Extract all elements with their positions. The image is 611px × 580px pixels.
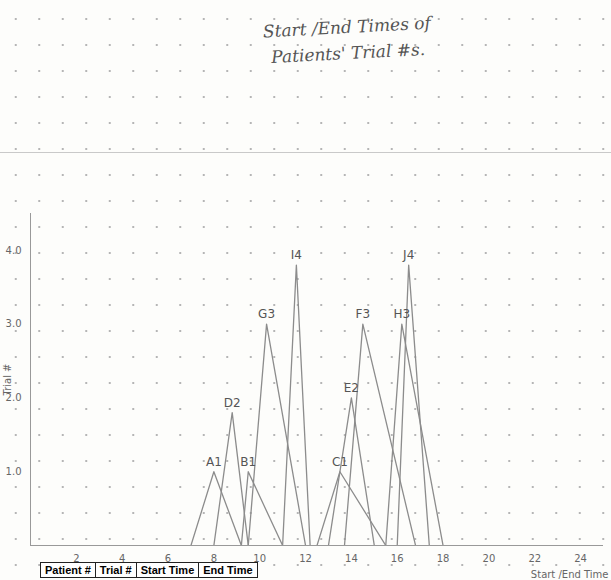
svg-text:4.0: 4.0 — [6, 245, 22, 256]
svg-text:2.0: 2.0 — [5, 392, 22, 404]
svg-text:1.0: 1.0 — [6, 466, 22, 477]
svg-text:G3: G3 — [258, 307, 275, 321]
svg-text:22: 22 — [528, 553, 541, 564]
html-text:Trial #: Trial # — [99, 564, 132, 576]
svg-text:14: 14 — [345, 553, 358, 564]
svg-text:C1: C1 — [332, 455, 348, 469]
svg-text:6: 6 — [164, 552, 172, 564]
svg-text:Trial #: Trial # — [2, 364, 13, 397]
svg-text:Start /End Time: Start /End Time — [531, 569, 609, 580]
svg-text:D2: D2 — [224, 396, 241, 410]
svg-text:10: 10 — [253, 552, 267, 564]
html-text:Start Time: Start Time — [140, 564, 195, 576]
svg-text:H3: H3 — [393, 307, 410, 321]
svg-text:2: 2 — [73, 552, 80, 564]
html-text:Patient #: Patient # — [45, 564, 91, 576]
svg-text:E2: E2 — [344, 381, 359, 395]
svg-text:J4: J4 — [402, 248, 414, 262]
svg-text:4: 4 — [119, 552, 126, 564]
svg-text:8: 8 — [210, 552, 217, 564]
svg-text:I4: I4 — [291, 248, 302, 262]
svg-text:16: 16 — [391, 553, 404, 564]
svg-text:24: 24 — [574, 553, 587, 564]
svg-text:A1: A1 — [206, 455, 222, 469]
svg-text:12: 12 — [299, 553, 312, 564]
svg-text:B1: B1 — [240, 455, 256, 469]
html-text:End Time: End Time — [203, 564, 253, 576]
svg-text:3.0: 3.0 — [6, 318, 22, 329]
html-text:Start /End Times of Patients': Start /End Times of Patients' Trial #s. — [262, 12, 432, 67]
svg-text:20: 20 — [483, 553, 496, 564]
svg-text:F3: F3 — [356, 307, 371, 321]
svg-text:18: 18 — [437, 553, 450, 564]
